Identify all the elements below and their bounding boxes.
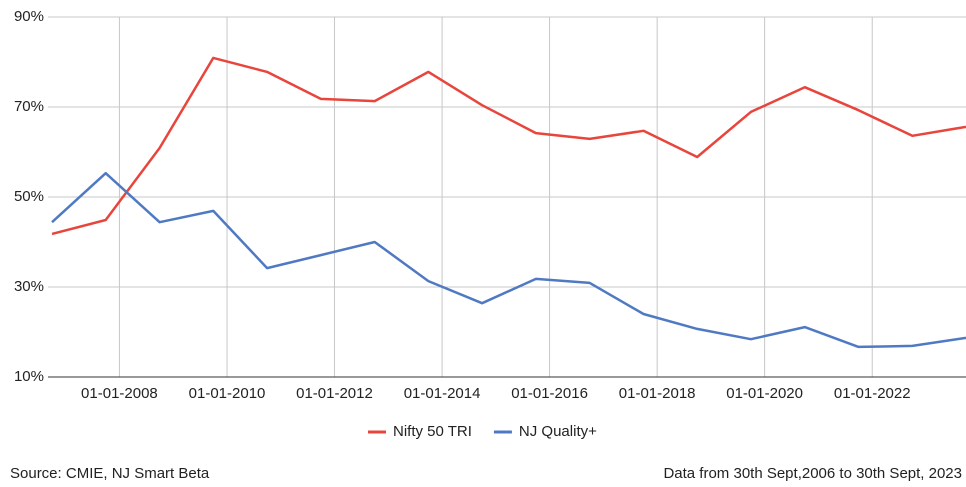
y-tick-label: 70% bbox=[14, 98, 44, 115]
series-line bbox=[51, 171, 966, 349]
y-tick-label: 10% bbox=[14, 368, 44, 385]
x-tick-label: 01-01-2008 bbox=[81, 385, 158, 402]
source-note: Source: CMIE, NJ Smart Beta bbox=[10, 465, 210, 482]
x-tick-label: 01-01-2010 bbox=[189, 385, 266, 402]
x-tick-label: 01-01-2020 bbox=[726, 385, 803, 402]
x-tick-label: 01-01-2012 bbox=[296, 385, 373, 402]
series-line bbox=[51, 56, 966, 236]
x-tick-label: 01-01-2018 bbox=[619, 385, 696, 402]
x-tick-label: 01-01-2016 bbox=[511, 385, 588, 402]
legend-label: Nifty 50 TRI bbox=[393, 423, 472, 440]
legend-label: NJ Quality+ bbox=[519, 423, 597, 440]
x-tick-label: 01-01-2014 bbox=[404, 385, 481, 402]
range-note: Data from 30th Sept,2006 to 30th Sept, 2… bbox=[663, 465, 962, 482]
y-tick-label: 90% bbox=[14, 8, 44, 25]
y-tick-label: 30% bbox=[14, 278, 44, 295]
x-tick-label: 01-01-2022 bbox=[834, 385, 911, 402]
y-tick-label: 50% bbox=[14, 188, 44, 205]
